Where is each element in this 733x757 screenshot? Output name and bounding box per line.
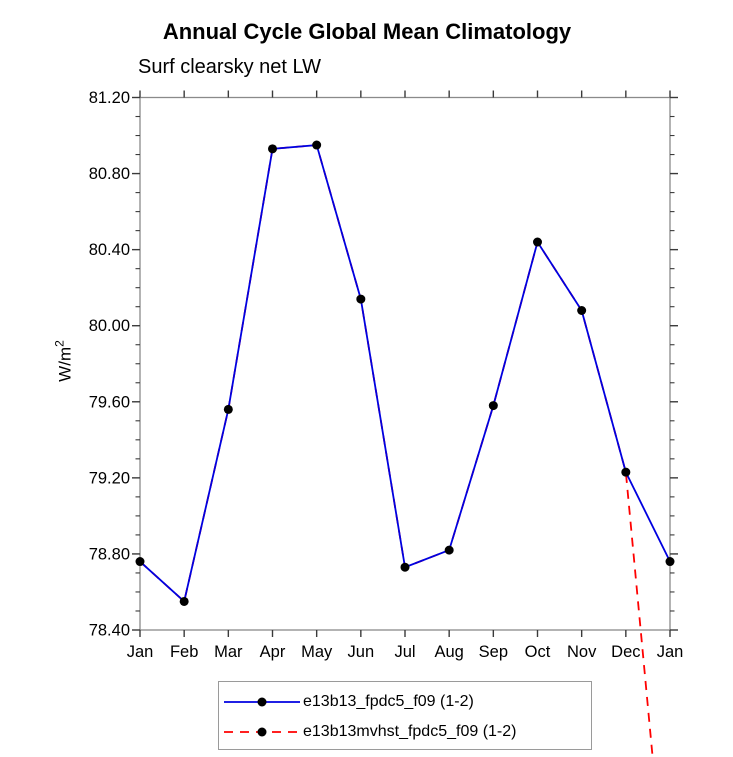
y-tick-label: 80.40 [89,241,130,259]
data-point-marker [577,306,587,315]
x-tick-label: Sep [479,643,508,661]
chart-subtitle: Surf clearsky net LW [138,56,322,78]
data-point-marker [135,557,145,567]
x-tick-label: Nov [567,643,597,661]
y-tick-label: 81.20 [89,89,130,107]
data-point-marker [356,294,366,304]
chart-title: Annual Cycle Global Mean Climatology [162,19,572,44]
data-lines [139,144,671,757]
data-point-marker [444,545,454,555]
legend-line-sample-solid [224,697,300,707]
y-tick-label: 80.00 [89,317,130,335]
x-tick-label: Feb [170,643,198,661]
data-point-marker [533,237,542,247]
x-tick-label: Mar [214,643,243,661]
series-line-0 [139,144,671,604]
y-tick-label: 79.20 [89,469,130,487]
axis-ticks [132,90,678,637]
data-point-marker [312,140,322,150]
x-tick-label: Jan [657,643,684,661]
y-tick-label: 80.80 [89,165,130,183]
x-tick-label: Jul [394,643,415,661]
legend-label-2: e13b13mvhst_fpdc5_f09 (1-2) [303,723,517,740]
legend-marker-0 [257,697,267,707]
legend-marker-1 [257,727,267,737]
plot-frame [139,96,671,631]
data-point-marker [223,404,233,414]
y-tick-label: 78.80 [89,545,130,563]
legend-item-2: e13b13mvhst_fpdc5_f09 (1-2) [219,717,591,747]
x-tick-label: Oct [525,643,551,661]
legend-item-1: e13b13_fpdc5_f09 (1-2) [219,687,591,717]
data-point-marker [268,144,277,154]
y-tick-label: 79.60 [89,393,130,411]
y-tick-labels: 78.40 78.80 79.20 79.60 80.00 80.40 80.80 81.20 [89,89,130,640]
legend-line-sample-dashed [224,727,300,737]
data-point-marker [488,401,498,411]
data-point-marker [665,557,675,567]
x-tick-label: Jun [348,643,375,661]
y-tick-label: 78.40 [89,622,130,640]
x-tick-labels: Jan Feb Mar Apr May Jun Jul Aug Sep Oct Nov Dec Jan [127,643,684,661]
x-tick-label: Jan [127,643,154,661]
data-point-marker [179,596,189,606]
data-point-marker [621,467,631,477]
x-tick-label: Aug [434,643,463,661]
axes-frame [139,96,671,631]
legend-box: e13b13_fpdc5_f09 (1-2) e13b13mvhst_fpdc5… [218,681,592,750]
x-tick-label: Apr [260,643,286,661]
x-tick-label: Dec [611,643,640,661]
legend-label-1: e13b13_fpdc5_f09 (1-2) [303,693,474,710]
data-markers [135,140,675,606]
data-point-marker [400,562,410,572]
x-tick-label: May [301,643,333,661]
